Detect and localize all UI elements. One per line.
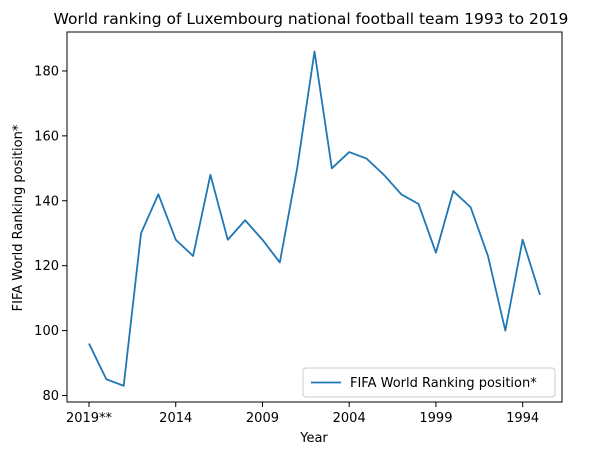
chart-title: World ranking of Luxembourg national foo… [54,10,569,28]
data-point [452,190,454,192]
data-point [261,239,263,241]
y-tick-label: 180 [34,64,59,79]
series-layer [88,50,541,387]
data-point [504,329,506,331]
x-axis: 2019** 2014 2009 2004 1999 1994 [66,402,539,426]
y-axis-label: FIFA World Ranking position* [11,124,26,311]
data-point [435,252,437,254]
data-point [348,151,350,153]
legend-box [302,367,556,398]
y-tick-label: 160 [34,129,59,144]
x-tick-label: 2004 [333,411,366,426]
y-axis: 80 100 120 140 160 180 [34,64,67,404]
y-tick-label: 100 [34,324,59,339]
x-tick-label: 1994 [506,411,539,426]
data-point [539,294,541,296]
legend-label: FIFA World Ranking position* [350,376,537,391]
x-tick-label: 2019** [66,411,113,426]
data-point [365,157,367,159]
data-point [521,239,523,241]
x-axis-label: Year [299,431,328,446]
data-point [487,255,489,257]
series-line [88,50,541,387]
x-tick-label: 1999 [419,411,452,426]
plot-area [66,31,563,403]
data-point [192,255,194,257]
data-point [209,174,211,176]
x-tick-label: 2014 [159,411,192,426]
data-point [296,167,298,169]
data-point [175,239,177,241]
data-point [105,378,107,380]
y-tick-label: 140 [34,194,59,209]
data-point [383,174,385,176]
data-point [140,232,142,234]
data-point [331,167,333,169]
y-tick-label: 120 [34,259,59,274]
data-point [279,261,281,263]
data-point [469,206,471,208]
data-point [244,219,246,221]
data-point [157,193,159,195]
y-tick-label: 80 [42,389,59,404]
data-point [400,193,402,195]
data-point [313,50,315,52]
data-point [122,385,124,387]
x-tick-label: 2009 [246,411,279,426]
plot-frame [66,31,563,403]
legend: FIFA World Ranking position* [302,367,556,398]
data-point [88,342,90,344]
data-point [227,239,229,241]
data-point [417,203,419,205]
